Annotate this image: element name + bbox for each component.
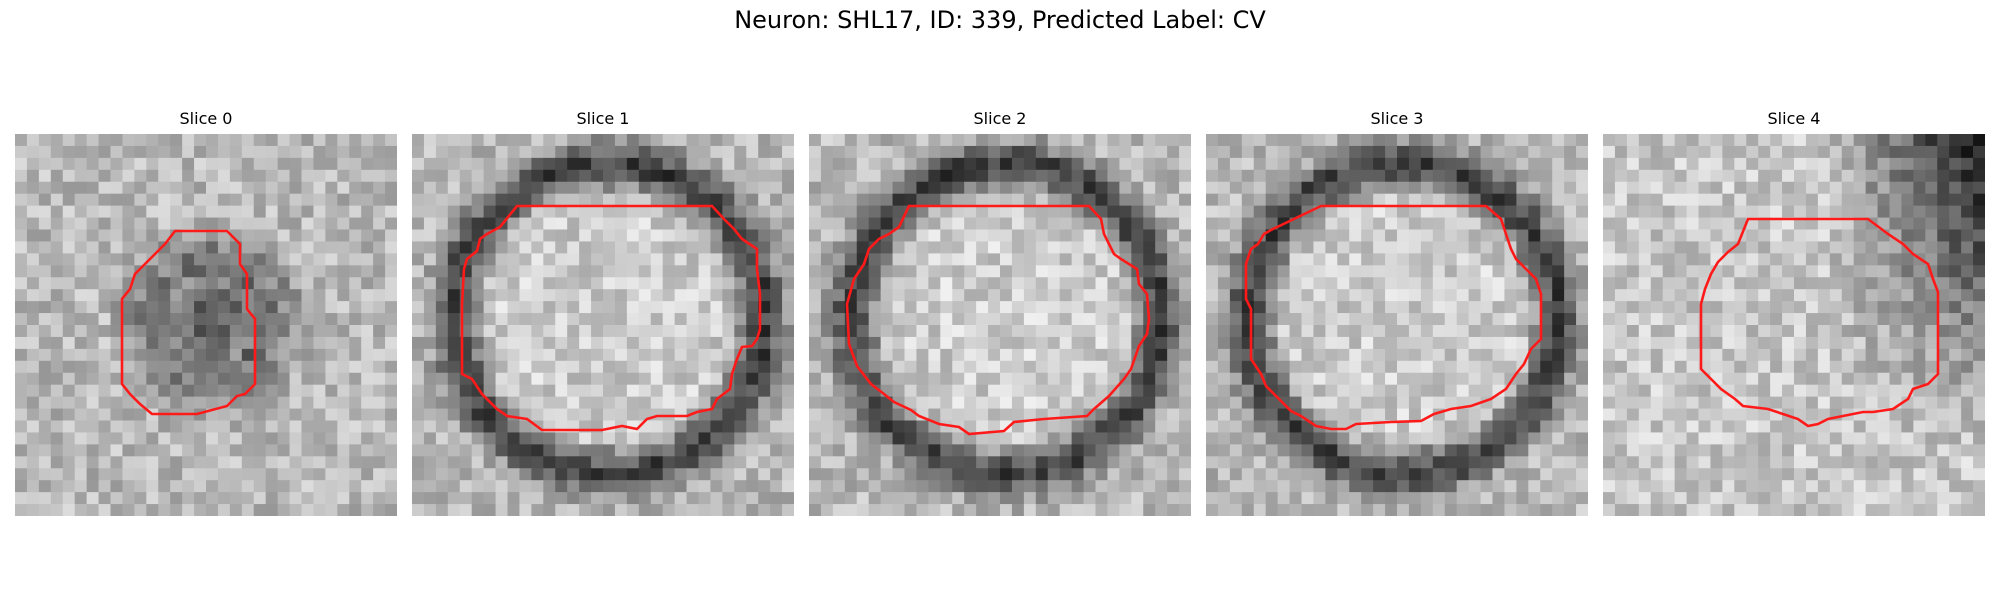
pixel-grid bbox=[809, 134, 1191, 516]
slice-title-0: Slice 0 bbox=[179, 109, 233, 128]
slice-title-4: Slice 4 bbox=[1767, 109, 1821, 128]
pixel-grid bbox=[412, 134, 794, 516]
contour-outline bbox=[1699, 217, 1940, 428]
slice-image-2 bbox=[809, 134, 1191, 516]
slice-title-1: Slice 1 bbox=[576, 109, 630, 128]
pixel-grid bbox=[1206, 134, 1588, 516]
slice-image-4 bbox=[1603, 134, 1985, 516]
pixel-grid bbox=[15, 134, 397, 516]
pixel-grid bbox=[1603, 134, 1985, 516]
slice-image-0 bbox=[15, 134, 397, 516]
figure-title: Neuron: SHL17, ID: 339, Predicted Label:… bbox=[734, 6, 1266, 34]
slice-title-3: Slice 3 bbox=[1370, 109, 1424, 128]
contour-outline bbox=[120, 229, 257, 416]
contour-outline bbox=[845, 204, 1151, 436]
slice-title-2: Slice 2 bbox=[973, 109, 1027, 128]
slice-panel-4: Slice 4 bbox=[1603, 108, 1985, 516]
slice-panel-3: Slice 3 bbox=[1206, 108, 1588, 516]
slice-panel-2: Slice 2 bbox=[809, 108, 1191, 516]
slice-panel-1: Slice 1 bbox=[412, 108, 794, 516]
slice-panel-0: Slice 0 bbox=[15, 108, 397, 516]
slice-image-3 bbox=[1206, 134, 1588, 516]
slice-image-1 bbox=[412, 134, 794, 516]
contour-outline bbox=[460, 204, 762, 432]
contour-outline bbox=[1244, 204, 1543, 431]
